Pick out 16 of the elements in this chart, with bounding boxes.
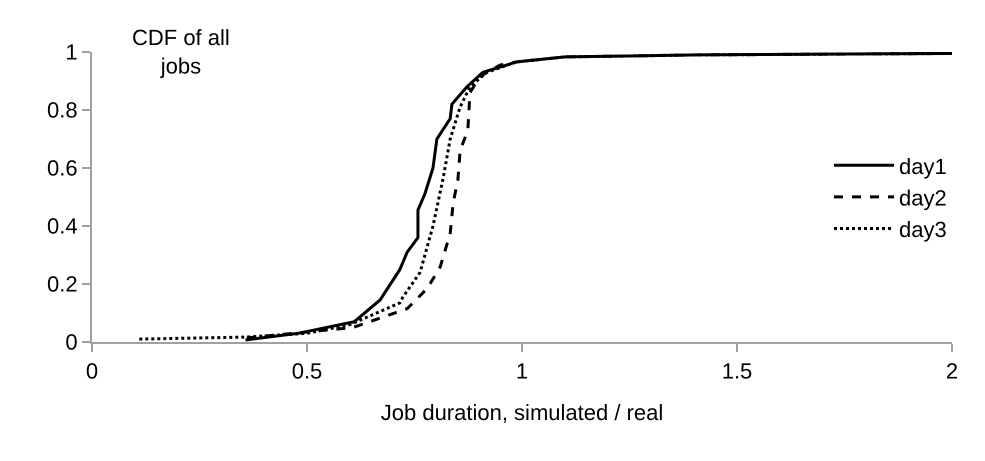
legend-label: day3 xyxy=(899,217,947,242)
x-tick-label: 2 xyxy=(946,358,958,384)
x-tick-label: 0.5 xyxy=(292,358,322,384)
y-tick-label: 1 xyxy=(65,40,78,65)
y-tick-label: 0.8 xyxy=(47,98,78,123)
legend-label: day2 xyxy=(899,185,947,210)
chart-title: CDF of all jobs xyxy=(132,25,230,79)
x-axis-title: Job duration, simulated / real xyxy=(380,400,664,425)
y-tick-label: 0.6 xyxy=(47,156,78,181)
x-tick-label: 0 xyxy=(86,358,98,384)
y-tick-label: 0.4 xyxy=(47,214,78,239)
y-tick-label: 0.2 xyxy=(47,272,78,297)
x-tick-label: 1 xyxy=(516,358,528,384)
legend-label: day1 xyxy=(899,154,947,179)
x-tick-label: 1.5 xyxy=(722,358,752,384)
y-tick-label: 0 xyxy=(65,330,78,355)
